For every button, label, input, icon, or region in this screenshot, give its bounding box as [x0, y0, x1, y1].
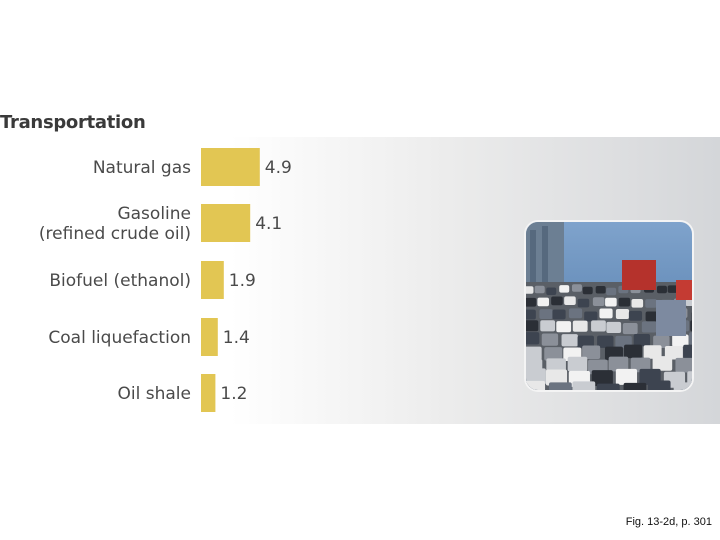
car-shape — [577, 335, 594, 348]
car-shape — [591, 320, 606, 332]
value-label-1: 4.1 — [255, 214, 282, 234]
car-shape — [653, 335, 670, 348]
car-shape — [656, 285, 667, 294]
car-shape — [618, 297, 631, 307]
car-shape — [645, 299, 657, 308]
car-shape — [595, 285, 606, 294]
car-shape — [652, 356, 673, 371]
car-shape — [582, 345, 601, 359]
car-shape — [545, 369, 568, 386]
value-label-3: 1.4 — [223, 328, 250, 348]
car-shape — [526, 332, 540, 345]
car-shape — [667, 285, 678, 293]
car-shape — [541, 333, 559, 346]
car-shape — [615, 309, 630, 319]
car-shape — [647, 380, 671, 390]
car-shape — [591, 370, 613, 387]
car-shape — [672, 334, 689, 347]
car-shape — [568, 308, 583, 319]
category-label-1-1: (refined crude oil) — [39, 224, 191, 244]
car-shape — [571, 284, 582, 292]
car-shape — [596, 383, 620, 390]
car-shape — [551, 296, 563, 306]
car-shape — [572, 381, 596, 390]
car-shape — [675, 357, 692, 373]
car-shape — [548, 382, 572, 390]
car-shape — [540, 320, 556, 332]
car-shape — [567, 356, 588, 372]
bar-0 — [201, 148, 260, 186]
car-shape — [539, 309, 553, 319]
car-shape — [561, 334, 578, 347]
car-shape — [623, 382, 647, 390]
car-shape — [633, 333, 651, 347]
car-shape — [643, 345, 662, 359]
category-label-1-0: Gasoline — [117, 204, 191, 224]
traffic-photo — [526, 222, 692, 390]
chart-title: Transportation — [0, 112, 146, 133]
car-shape — [584, 311, 598, 322]
value-label-4: 1.2 — [220, 384, 247, 404]
value-label-2: 1.9 — [229, 271, 256, 291]
traffic-jam-image — [526, 222, 692, 390]
car-shape — [526, 309, 536, 320]
car-shape — [641, 321, 657, 333]
car-shape — [526, 380, 546, 390]
category-label-4: Oil shale — [118, 384, 191, 404]
bar-3 — [201, 318, 218, 356]
car-shape — [526, 297, 537, 307]
car-shape — [622, 323, 638, 335]
car-shape — [608, 356, 629, 372]
figure-caption: Fig. 13-2d, p. 301 — [625, 516, 712, 528]
car-shape — [615, 368, 638, 385]
car-shape — [526, 346, 542, 361]
car-shape — [683, 344, 692, 359]
car-shape — [606, 321, 622, 334]
car-shape — [624, 344, 643, 359]
car-shape — [597, 335, 614, 348]
car-shape — [537, 297, 550, 307]
car-shape — [599, 308, 613, 319]
car-shape — [534, 285, 545, 294]
car-shape — [544, 347, 563, 361]
car-shape — [645, 311, 659, 322]
car-shape — [690, 320, 692, 332]
car-shape — [688, 332, 692, 345]
car-shape — [546, 287, 557, 296]
car-shape — [606, 287, 617, 296]
car-shape — [526, 286, 534, 294]
car-shape — [526, 320, 539, 332]
car-shape — [592, 297, 605, 306]
car-shape — [582, 286, 593, 295]
car-shape — [605, 297, 617, 307]
category-label-2: Biofuel (ethanol) — [49, 271, 191, 291]
car-shape — [559, 285, 570, 293]
car-shape — [556, 321, 572, 333]
car-shape — [564, 296, 576, 306]
bar-1 — [201, 204, 251, 242]
car-shape — [577, 298, 590, 308]
car-shape — [630, 357, 651, 373]
car-shape — [546, 358, 566, 374]
car-shape — [552, 309, 566, 320]
car-shape — [526, 368, 546, 385]
car-shape — [631, 298, 644, 308]
car-shape — [628, 310, 643, 321]
category-label-0: Natural gas — [93, 158, 191, 178]
car-shape — [572, 320, 588, 332]
bar-2 — [201, 261, 224, 299]
value-label-0: 4.9 — [265, 158, 292, 178]
bar-4 — [201, 374, 216, 412]
category-label-3: Coal liquefaction — [48, 328, 191, 348]
